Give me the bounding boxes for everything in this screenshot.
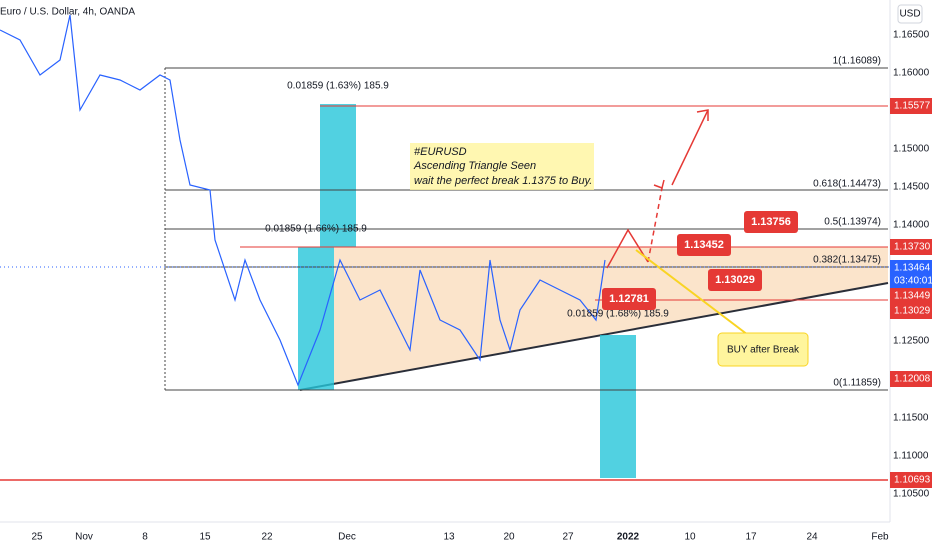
time-tick-label: 13 — [443, 532, 455, 543]
price-tick-label: 1.10500 — [893, 489, 930, 500]
buy-arrow — [635, 249, 753, 339]
price-tick-label: 1.11000 — [893, 451, 929, 462]
time-tick-label: 24 — [806, 532, 818, 543]
resistance-lines — [0, 105, 888, 481]
price-tag-label: 1.13730 — [894, 242, 931, 253]
callout-label: 1.13756 — [751, 216, 791, 228]
fib-label: 0.382(1.13475) — [813, 255, 881, 266]
price-tag-label: 1.13449 — [894, 291, 931, 302]
fib-label: 1(1.16089) — [833, 56, 881, 67]
time-tick-label: Feb — [871, 532, 889, 543]
callout-box — [677, 234, 731, 256]
measurement: 0.01859 (1.63%) 185.9 — [287, 81, 389, 92]
price-tag — [890, 239, 932, 255]
price-tag — [890, 288, 932, 304]
note-line: Ascending Triangle Seen — [413, 160, 536, 172]
currency: USD — [899, 9, 920, 20]
fib-label: 0.618(1.14473) — [813, 179, 881, 190]
triangle-support — [299, 282, 889, 391]
current-price-tag — [890, 260, 932, 288]
price-tick-label: 1.12500 — [893, 336, 930, 347]
countdown: 03:40:01 — [894, 276, 932, 287]
price-tag — [890, 98, 932, 114]
price-tag — [890, 472, 932, 488]
time-tick-label: 27 — [562, 532, 574, 543]
buy-box — [717, 332, 809, 367]
note-line: wait the perfect break 1.1375 to Buy. — [414, 175, 592, 187]
callout-label: 1.13452 — [684, 239, 724, 251]
price-tick-label: 1.16000 — [893, 68, 930, 79]
price-tick-label: 1.14500 — [893, 182, 930, 193]
price-tick-label: 1.15000 — [893, 144, 930, 155]
price-tag-label: 1.13029 — [894, 306, 931, 317]
current-price: 1.13464 — [894, 263, 931, 274]
projection-arrow — [647, 187, 663, 263]
time-tick-label: 10 — [684, 532, 696, 543]
time-tick-label: Dec — [338, 532, 356, 543]
price-tag-label: 1.10693 — [894, 475, 931, 486]
price-tag — [890, 371, 932, 387]
currency-button[interactable] — [897, 4, 923, 24]
price-tick-label: 1.11500 — [893, 413, 929, 424]
time-tick-label: 2022 — [617, 532, 640, 543]
time-tick-label: 17 — [745, 532, 757, 543]
time-tick-label: 20 — [503, 532, 515, 543]
price-tick-label: 1.16500 — [893, 30, 930, 41]
price-tag-label: 1.15577 — [894, 101, 931, 112]
measure-box — [298, 247, 334, 390]
callout-box — [708, 269, 762, 291]
note-line: #EURUSD — [414, 146, 467, 158]
projection-arrow — [606, 228, 649, 269]
note-box — [410, 143, 594, 190]
symbol-title: Euro / U.S. Dollar, 4h, OANDA — [0, 7, 135, 18]
arrow-head — [696, 109, 709, 121]
time-tick-label: 22 — [261, 532, 273, 543]
time-tick-label: Nov — [75, 532, 93, 543]
time-tick-label: 25 — [31, 532, 43, 543]
measure-box — [320, 104, 356, 247]
callout-box — [744, 211, 798, 233]
time-tick-label: 8 — [142, 532, 148, 543]
measurement: 0.01859 (1.68%) 185.9 — [567, 309, 669, 320]
callout-box — [602, 288, 656, 310]
price-line — [0, 14, 606, 387]
fib-label: 0(1.11859) — [833, 378, 881, 389]
measure-box — [600, 335, 636, 478]
buy-label: BUY after Break — [727, 345, 800, 356]
time-tick-label: 15 — [199, 532, 211, 543]
price-tick-label: 1.14000 — [893, 220, 930, 231]
price-tag — [890, 303, 932, 319]
projection-arrow — [671, 109, 709, 186]
fib-label: 0.5(1.13974) — [824, 217, 881, 228]
price-tag-label: 1.12008 — [894, 374, 931, 385]
callout-label: 1.12781 — [609, 293, 649, 305]
callout-label: 1.13029 — [715, 274, 755, 286]
measurement: 0.01859 (1.66%) 185.9 — [265, 224, 367, 235]
arrow-head — [653, 179, 665, 189]
